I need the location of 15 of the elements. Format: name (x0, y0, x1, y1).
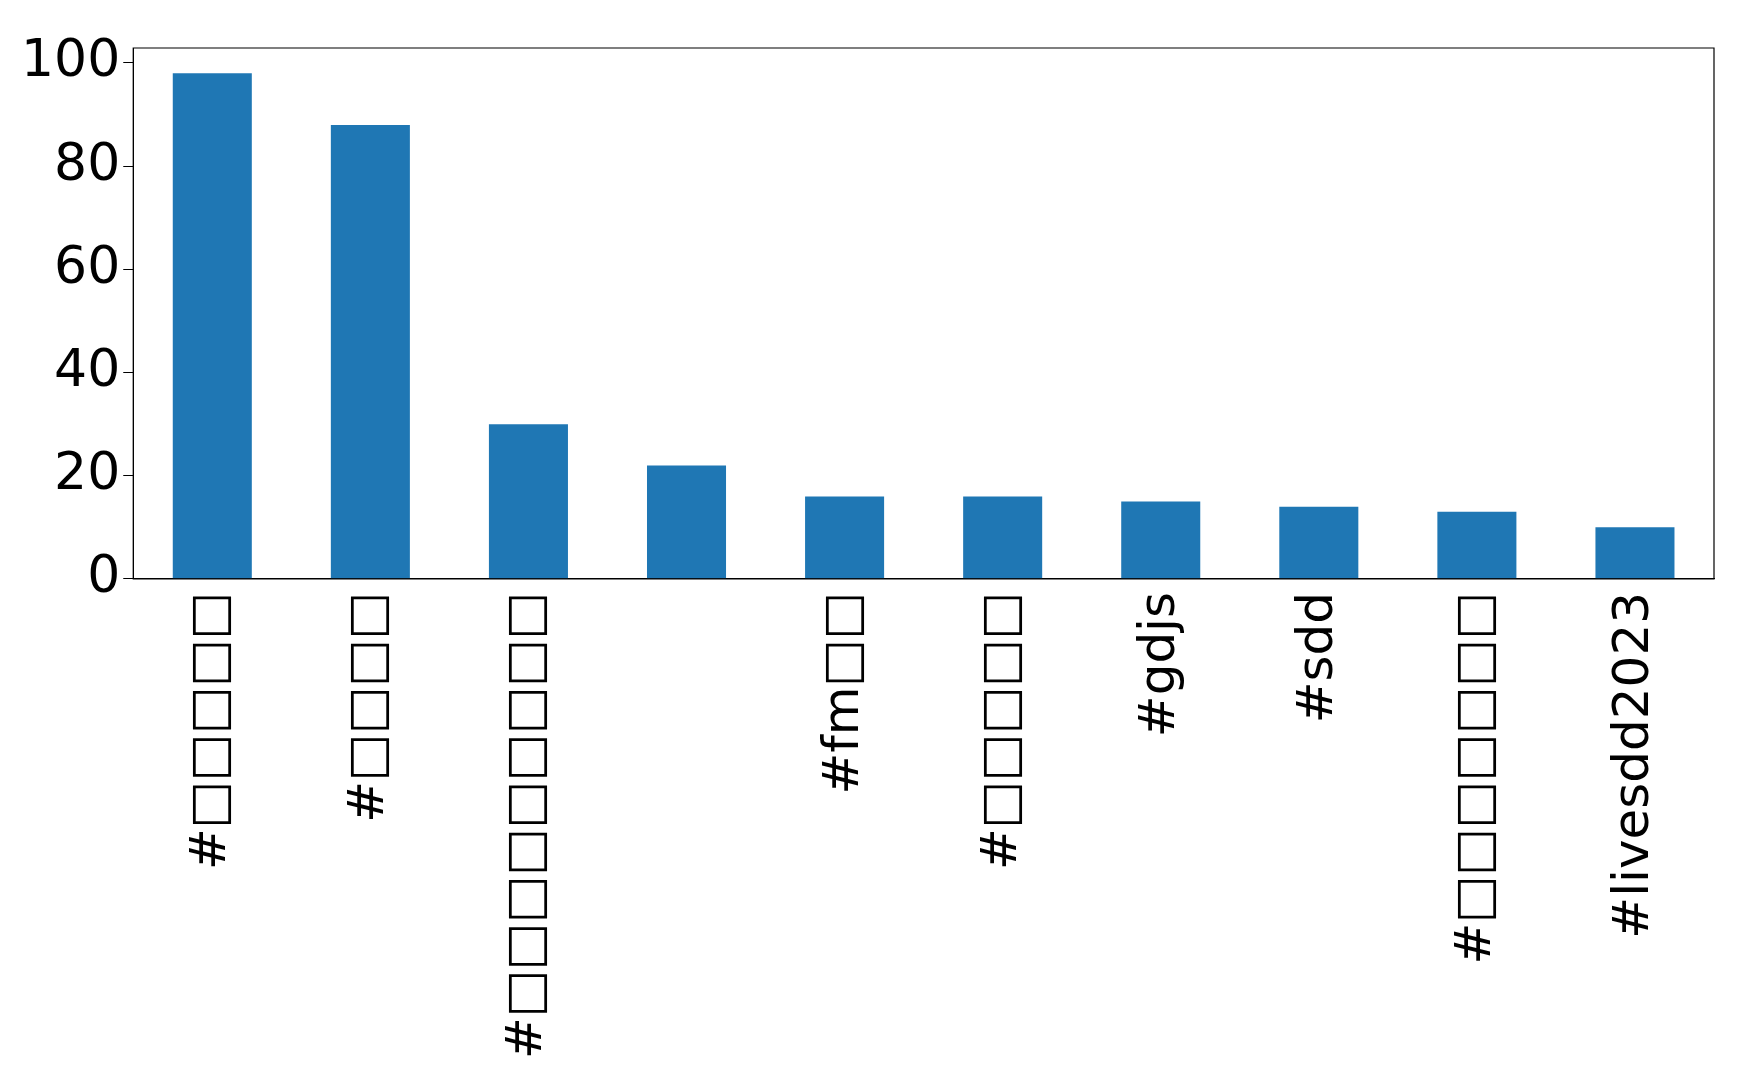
x-tick-label: #□□□□□ (969, 591, 1028, 871)
x-tick-label: #gdjs (1127, 591, 1186, 738)
y-tick-label: 40 (54, 338, 121, 399)
x-tick-label: #□□□□□ (179, 591, 238, 871)
y-tick-label: 60 (54, 234, 121, 295)
x-tick-label: #fm□□ (811, 591, 870, 795)
x-tick-label: #□□□□□□□ (1443, 591, 1502, 965)
x-tick-label: #livesdd2023 (1601, 591, 1660, 939)
y-tick-label: 80 (54, 131, 121, 192)
x-tick-label: #sdd (1285, 591, 1344, 724)
y-tick-label: 0 (87, 544, 121, 605)
y-tick-label: 100 (20, 28, 121, 89)
x-tick-label: #□□□□□□□□□ (495, 591, 554, 1060)
x-tick-label: #□□□□ (337, 591, 396, 823)
y-tick-label: 20 (54, 441, 121, 502)
